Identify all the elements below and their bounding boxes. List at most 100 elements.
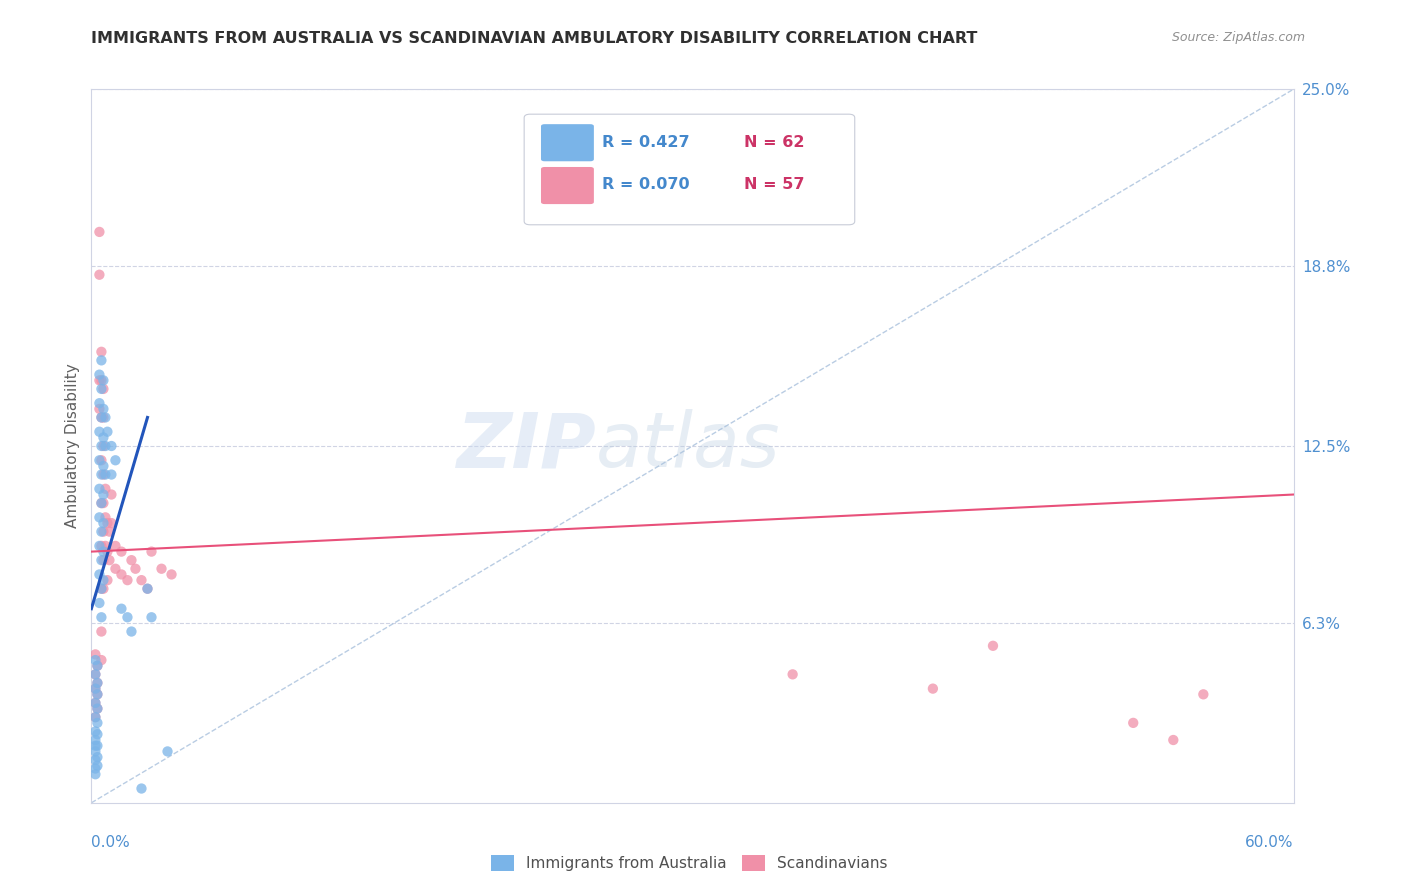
Point [1163,733,1185,747]
Point [84,667,107,681]
Point [131,781,153,796]
Point [104,539,127,553]
Point [86,727,108,741]
FancyBboxPatch shape [524,114,855,225]
Text: IMMIGRANTS FROM AUSTRALIA VS SCANDINAVIAN AMBULATORY DISABILITY CORRELATION CHAR: IMMIGRANTS FROM AUSTRALIA VS SCANDINAVIA… [91,31,977,46]
Point [93,401,115,416]
Point [110,567,132,582]
Point [89,373,111,387]
Text: R = 0.070: R = 0.070 [602,178,690,193]
Point [89,567,111,582]
Point [981,639,1004,653]
Point [98,524,121,539]
Point [86,739,108,753]
Point [90,496,112,510]
Point [104,562,127,576]
Point [93,487,115,501]
Point [90,467,112,482]
Point [89,425,111,439]
Point [89,482,111,496]
Point [90,539,112,553]
Point [86,687,108,701]
Point [93,516,115,530]
Point [90,610,112,624]
Point [90,344,112,359]
Point [1122,715,1144,730]
Point [89,539,111,553]
Point [86,701,108,715]
Point [96,573,118,587]
Point [93,382,115,396]
Point [131,573,153,587]
Point [90,373,112,387]
Point [90,453,112,467]
Point [90,439,112,453]
Point [84,767,107,781]
Point [90,553,112,567]
Point [104,453,127,467]
Point [90,582,112,596]
Point [90,582,112,596]
Point [96,544,118,558]
Point [84,733,107,747]
Point [110,544,132,558]
Text: 0.0%: 0.0% [91,836,131,850]
Point [156,744,179,758]
Point [89,510,111,524]
Point [90,496,112,510]
Point [93,430,115,444]
Point [84,739,107,753]
Point [86,715,108,730]
Point [84,681,107,696]
Text: ZIP: ZIP [457,409,596,483]
Point [100,467,122,482]
Text: atlas: atlas [596,409,780,483]
Point [124,562,146,576]
Point [84,710,107,724]
Point [922,681,945,696]
FancyBboxPatch shape [541,167,593,204]
Point [86,676,108,690]
Point [90,624,112,639]
Point [86,658,108,673]
Point [84,744,107,758]
Point [90,653,112,667]
Point [96,425,118,439]
Point [121,553,143,567]
Point [117,610,139,624]
Point [84,681,107,696]
Point [94,439,117,453]
Point [94,539,117,553]
Point [94,510,117,524]
Point [90,382,112,396]
Point [86,687,108,701]
Point [93,553,115,567]
Point [94,467,117,482]
Point [136,582,159,596]
Point [136,582,159,596]
Point [141,610,163,624]
Point [93,524,115,539]
Point [86,758,108,772]
Point [84,753,107,767]
Point [93,544,115,558]
Point [89,396,111,410]
Point [93,458,115,473]
Point [84,710,107,724]
Point [90,353,112,368]
Point [110,601,132,615]
Point [89,401,111,416]
Point [150,562,173,576]
Point [84,696,107,710]
Legend: Immigrants from Australia, Scandinavians: Immigrants from Australia, Scandinavians [485,849,893,877]
Point [93,410,115,425]
Point [84,653,107,667]
Text: 60.0%: 60.0% [1246,836,1294,850]
Point [84,696,107,710]
Point [86,750,108,764]
Point [94,482,117,496]
Point [90,410,112,425]
FancyBboxPatch shape [541,124,593,161]
Point [84,724,107,739]
Point [117,573,139,587]
